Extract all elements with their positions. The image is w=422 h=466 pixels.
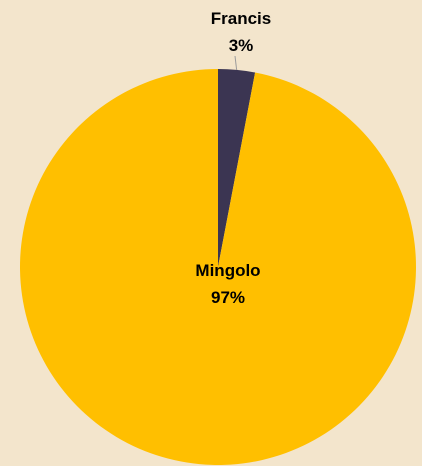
slice-label-francis-name: Francis (211, 9, 271, 28)
slice-label-mingolo-name: Mingolo (195, 261, 260, 280)
pie-labels: Francis 3% Mingolo 97% (195, 9, 271, 307)
francis-leader-line (234, 55, 238, 70)
slice-label-francis-percent: 3% (229, 36, 254, 55)
slice-label-mingolo-percent: 97% (211, 288, 245, 307)
pie-slice-mingolo (19, 69, 416, 466)
pie-slice-francis (218, 69, 256, 267)
pie-slices (19, 69, 416, 466)
